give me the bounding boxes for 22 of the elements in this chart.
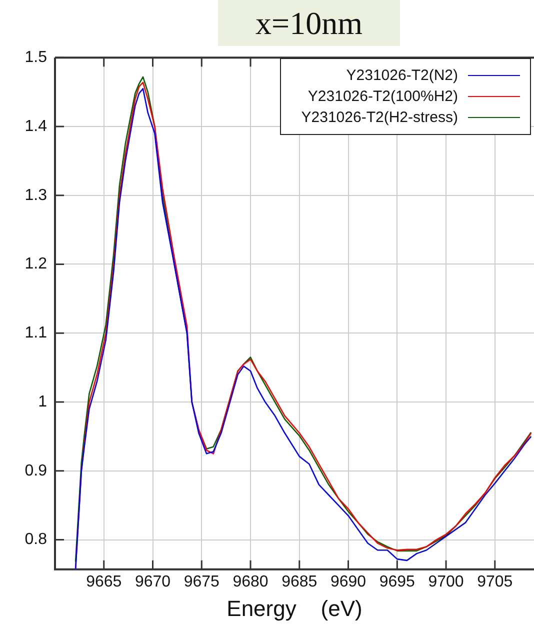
y-tick-label: 1.2: [24, 256, 48, 273]
x-tick-label: 9705: [477, 573, 513, 590]
y-tick-label: 1: [38, 393, 48, 410]
x-axis-title: Energy (eV): [226, 596, 362, 621]
x-tick-label: 9665: [86, 573, 122, 590]
x-tick-label: 9690: [330, 573, 366, 590]
y-tick-label: 1.1: [24, 324, 48, 342]
y-tick-label: 1.5: [24, 49, 48, 66]
legend-label: Y231026-T2(N2): [346, 67, 458, 84]
x-tick-label: 9675: [184, 573, 220, 590]
chart-title: x=10nm: [218, 0, 400, 46]
legend-label: Y231026-T2(H2-stress): [301, 109, 458, 126]
x-tick-label: 9680: [232, 573, 268, 590]
legend-label: Y231026-T2(100%H2): [308, 88, 458, 105]
x-tick-label: 9670: [134, 573, 171, 590]
y-tick-label: 0.9: [24, 462, 48, 480]
x-tick-label: 9700: [428, 573, 464, 590]
y-tick-label: 1.3: [24, 186, 48, 204]
x-tick-label: 9685: [282, 573, 318, 590]
x-tick-label: 9695: [379, 573, 416, 590]
y-tick-label: 1.4: [24, 118, 48, 135]
y-tick-label: 0.8: [24, 531, 48, 548]
